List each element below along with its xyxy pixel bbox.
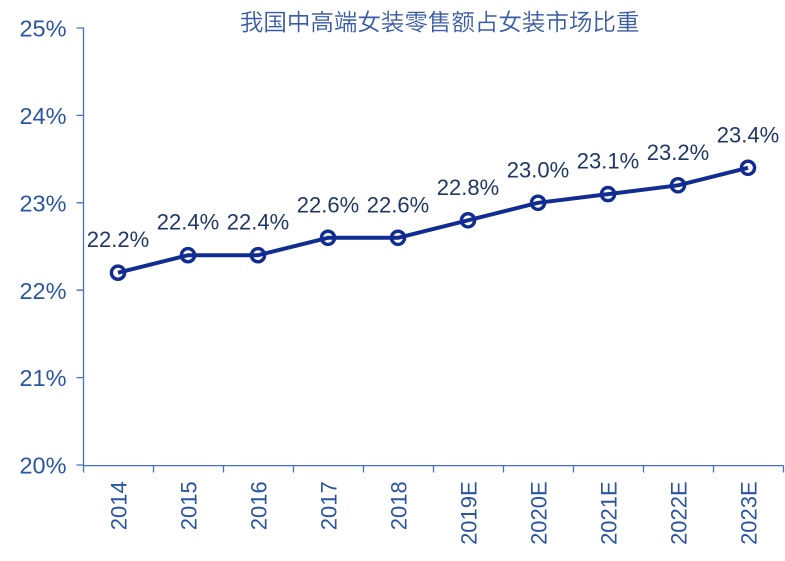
svg-text:22%: 22% — [19, 278, 66, 304]
svg-text:2019E: 2019E — [457, 481, 482, 545]
svg-text:2016: 2016 — [247, 481, 272, 530]
svg-text:22.6%: 22.6% — [297, 192, 359, 217]
svg-text:2023E: 2023E — [737, 481, 762, 545]
svg-text:22.8%: 22.8% — [437, 175, 499, 200]
svg-text:25%: 25% — [19, 16, 66, 42]
svg-text:2015: 2015 — [177, 481, 202, 530]
svg-text:2014: 2014 — [107, 481, 132, 530]
svg-text:2020E: 2020E — [527, 481, 552, 545]
svg-text:22.6%: 22.6% — [367, 192, 429, 217]
svg-text:23.0%: 23.0% — [507, 157, 569, 182]
svg-text:2021E: 2021E — [597, 481, 622, 545]
svg-text:22.4%: 22.4% — [227, 210, 289, 235]
svg-text:23.4%: 23.4% — [717, 122, 779, 147]
svg-text:22.2%: 22.2% — [87, 227, 149, 252]
svg-text:22.4%: 22.4% — [157, 210, 219, 235]
svg-text:20%: 20% — [19, 453, 66, 479]
svg-text:23%: 23% — [19, 190, 66, 216]
svg-text:21%: 21% — [19, 365, 66, 391]
svg-text:2018: 2018 — [387, 481, 412, 530]
svg-text:23.1%: 23.1% — [577, 149, 639, 174]
svg-text:2022E: 2022E — [667, 481, 692, 545]
svg-text:24%: 24% — [19, 103, 66, 129]
svg-text:23.2%: 23.2% — [647, 140, 709, 165]
svg-text:2017: 2017 — [317, 481, 342, 530]
